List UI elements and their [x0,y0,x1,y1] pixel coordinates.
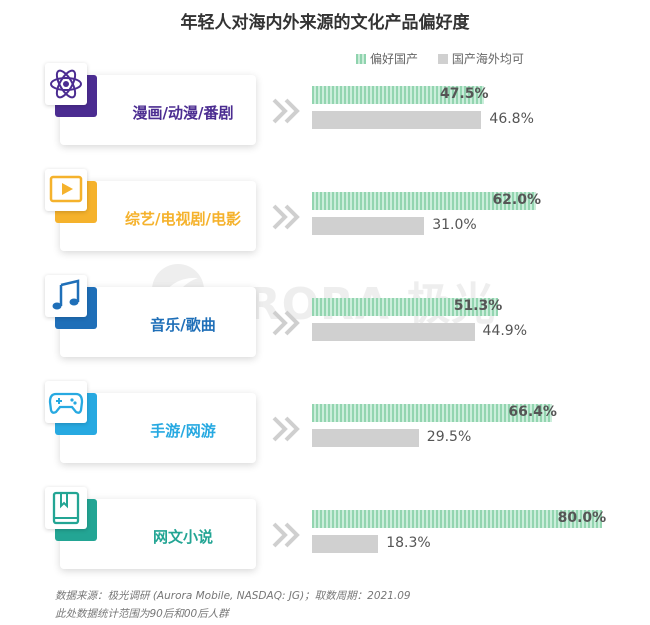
bar-cn [312,86,484,104]
chart-title: 年轻人对海内外来源的文化产品偏好度 [180,13,470,33]
category-icon-tile [45,169,97,223]
footnote-source: 数据来源：极光调研 (Aurora Mobile, NASDAQ: JG)；取数… [55,590,411,602]
legend-label-cn: 偏好国产 [370,52,419,66]
bar-cn [312,298,498,316]
category-label: 手游/网游 [150,422,216,440]
legend-item-cn: 偏好国产 [356,50,418,67]
data-label-cn: 62.0% [492,192,542,208]
bar-foreign [312,429,419,447]
data-label-foreign: 44.9% [482,323,528,339]
category-label: 漫画/动漫/番剧 [132,104,234,122]
bar-foreign [312,111,482,129]
category-label: 音乐/歌曲 [150,316,216,334]
data-label-foreign: 29.5% [426,429,472,445]
legend: 偏好国产 国产海外均可 [356,50,540,67]
legend-label-foreign: 国产海外均可 [451,52,524,66]
category-label: 网文小说 [152,528,213,546]
category-icon-tile [45,381,97,435]
category-icon-tile [45,487,97,541]
bar-cn [312,192,537,210]
double-chevron-icon [272,204,302,234]
bar-foreign [312,323,475,341]
category-icon-tile [45,275,97,329]
data-label-cn: 80.0% [557,510,607,526]
music-note-icon [45,275,87,317]
data-label-foreign: 31.0% [432,217,477,233]
category-label: 综艺/电视剧/电影 [125,210,241,228]
bar-foreign [312,535,379,553]
bar-cn [312,404,553,422]
book-icon [45,487,87,529]
data-label-cn: 47.5% [439,86,489,102]
double-chevron-icon [272,522,302,552]
double-chevron-icon [272,98,302,128]
footnote-scope: 此处数据统计范围为90后和00后人群 [55,608,229,620]
gamepad-icon [45,381,87,423]
data-label-foreign: 18.3% [386,535,431,551]
atom-icon [45,63,87,105]
legend-swatch-cn [356,54,366,64]
legend-item-foreign: 国产海外均可 [437,50,524,67]
bar-foreign [312,217,425,235]
double-chevron-icon [272,416,302,446]
legend-swatch-foreign [437,54,448,64]
data-label-cn: 66.4% [508,404,557,420]
category-icon-tile [45,63,97,117]
data-label-foreign: 46.8% [489,111,534,127]
video-play-icon [45,169,87,211]
double-chevron-icon [272,310,302,340]
bar-cn [312,510,602,528]
data-label-cn: 51.3% [453,298,503,314]
